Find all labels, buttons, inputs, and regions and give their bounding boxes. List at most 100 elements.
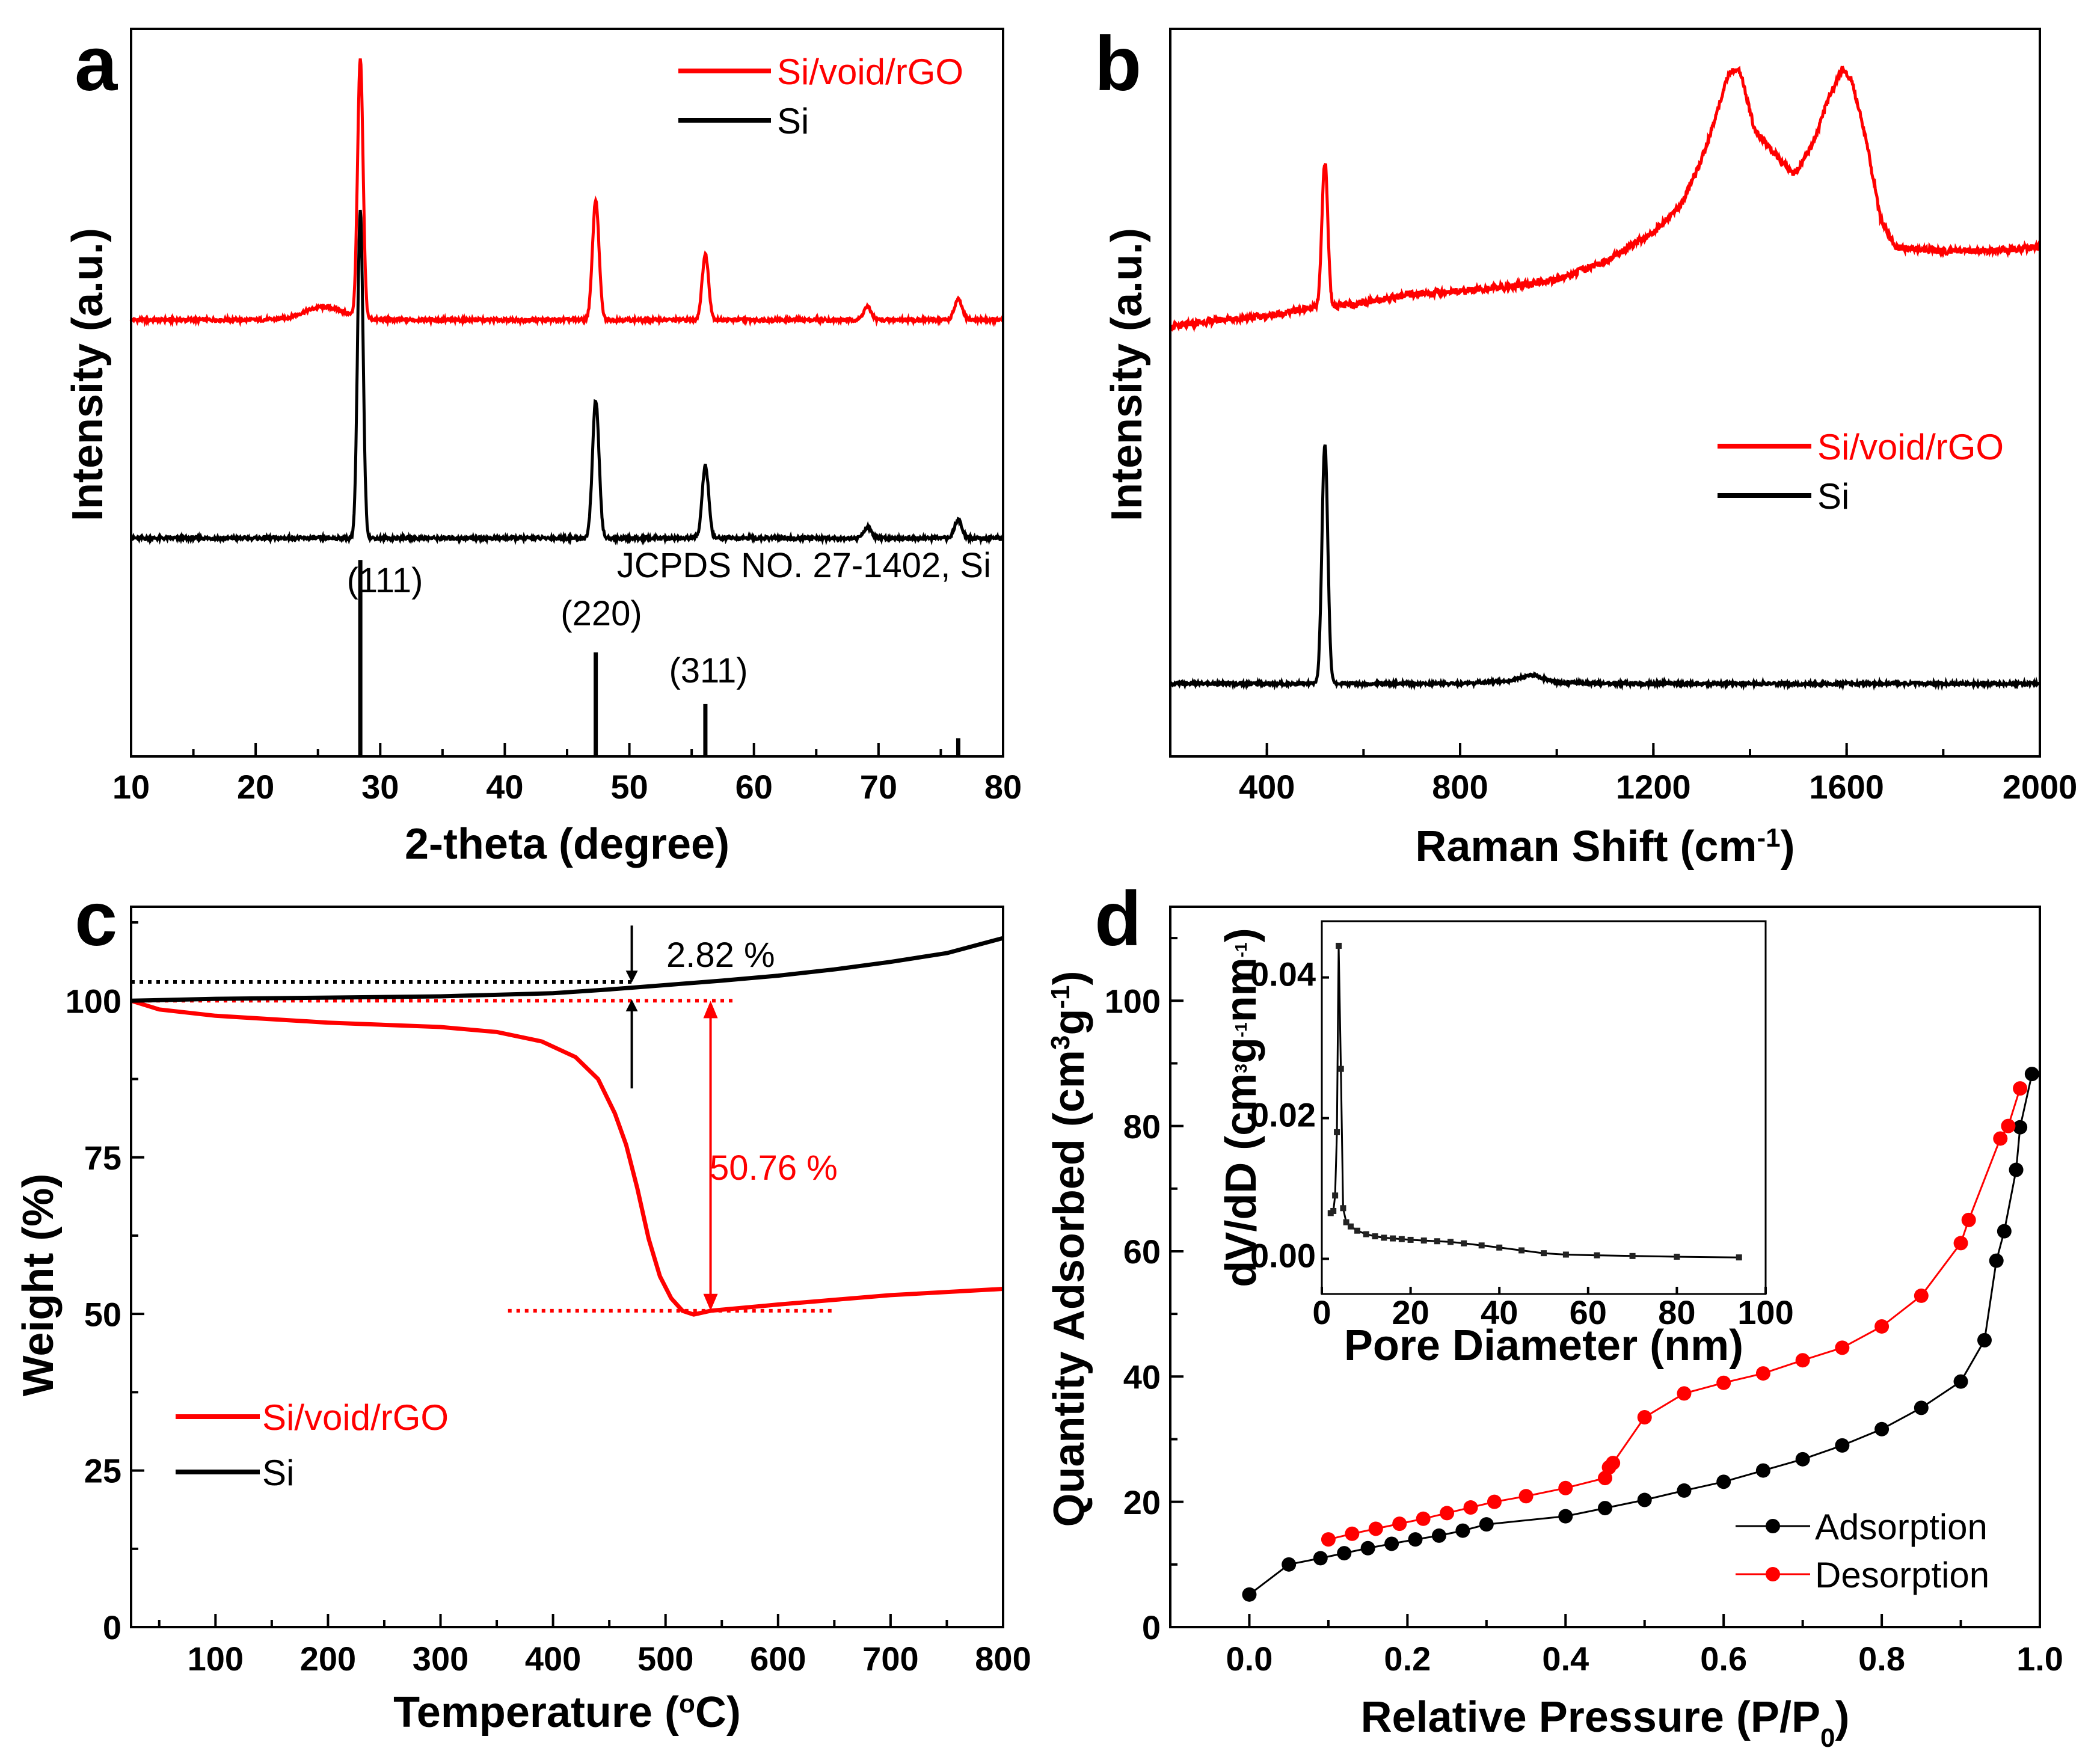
panel-a-xrd: (111) (220) (311) JCPDS NO. 27-1402, Si 10 20…: [64, 21, 1022, 868]
raman-curve-si-void-rgo: [1169, 66, 2041, 333]
panel-c-x-tick-label: 200: [300, 1640, 356, 1678]
panel-label-d: d: [1095, 876, 1141, 962]
panel-c-x-tick-label: 600: [750, 1640, 806, 1678]
y-label-main: Quantity Adsorbed (cm: [1045, 1050, 1093, 1527]
inset-point: [1496, 1244, 1503, 1251]
isotherm-point-adsorption: [1977, 1332, 1992, 1348]
inset-point: [1332, 1192, 1339, 1199]
isotherm-point-adsorption: [1313, 1551, 1328, 1566]
inset-point: [1518, 1247, 1525, 1254]
inset-point: [1363, 1231, 1369, 1237]
inset-x-tick-label: 20: [1392, 1293, 1429, 1331]
inset-x-tick-label: 60: [1570, 1293, 1607, 1331]
legend-label: Desorption: [1815, 1555, 1989, 1595]
panel-c-y-tick-label: 75: [84, 1139, 121, 1177]
panel-d-axes: [1169, 906, 2041, 1628]
x-label-end: C): [695, 1688, 741, 1737]
legend-marker: [1766, 1567, 1780, 1581]
panel-d-x-axis-label: Relative Pressure (P/P0): [1361, 1693, 1850, 1753]
isotherm-point-desorption: [1835, 1340, 1850, 1355]
isotherm-point-adsorption: [1337, 1546, 1352, 1561]
legend-label: Si: [777, 101, 809, 141]
panel-b-axes: [1169, 28, 2041, 758]
isotherm-point-desorption: [1755, 1366, 1770, 1381]
isotherm-point-adsorption: [1431, 1528, 1446, 1543]
inset-y-label-sup: -1: [1232, 1022, 1250, 1037]
inset-point: [1420, 1237, 1427, 1244]
panel-b-y-axis-label: Intensity (a.u.): [1103, 228, 1151, 521]
panel-d-y-tick-label: 40: [1123, 1358, 1161, 1396]
isotherm-point-desorption: [1914, 1288, 1929, 1303]
isotherm-point-desorption: [1487, 1494, 1502, 1509]
isotherm-point-adsorption: [1997, 1224, 2012, 1239]
isotherm-point-adsorption: [1455, 1523, 1470, 1538]
panel-a-axes: [130, 28, 1004, 758]
panel-a-x-tick-label: 20: [237, 768, 274, 806]
isotherm-point-adsorption: [1795, 1452, 1810, 1467]
isotherm-point-desorption: [1368, 1521, 1383, 1536]
panel-d-y-tick-label: 60: [1123, 1233, 1161, 1271]
inset-point: [1372, 1233, 1378, 1240]
double-arrow-head-bottom: [703, 1293, 718, 1311]
panel-c-y-tick-label: 50: [84, 1295, 121, 1333]
arrow-up-head: [625, 999, 638, 1011]
panel-a-x-tick-label: 50: [610, 768, 648, 806]
inset-point: [1340, 1205, 1346, 1212]
inset-point: [1337, 1065, 1344, 1072]
y-label-end: ): [1045, 971, 1093, 986]
x-label-main: Relative Pressure (P/P: [1361, 1693, 1820, 1741]
reference-card-label: JCPDS NO. 27-1402, Si: [617, 546, 991, 585]
inset-frame: [1321, 920, 1767, 1295]
inset-y-tick-label: 0.04: [1250, 955, 1316, 993]
reference-hkl-label: (220): [560, 594, 642, 633]
panel-d-y-axis-label: Quantity Adsorbed (cm3g-1): [1045, 971, 1093, 1527]
panel-c-y-tick-label: 0: [103, 1608, 121, 1646]
panel-c-axes: [130, 906, 1004, 1628]
xrd-curve-si: [130, 209, 1004, 546]
panel-c-y-tick-label: 25: [84, 1452, 121, 1490]
panel-d-x-tick-label: 0.8: [1858, 1640, 1905, 1678]
isotherm-point-adsorption: [1637, 1492, 1652, 1507]
isotherm-point-adsorption: [1242, 1587, 1257, 1602]
panel-c-x-tick-label: 100: [188, 1640, 244, 1678]
inset-y-label-mid: g: [1217, 1037, 1265, 1064]
isotherm-point-desorption: [1518, 1489, 1534, 1504]
isotherm-point-adsorption: [1384, 1536, 1399, 1551]
isotherm-point-adsorption: [2009, 1162, 2024, 1177]
inset-point: [1594, 1252, 1600, 1259]
panel-d-y-tick-label: 0: [1142, 1608, 1161, 1646]
isotherm-point-desorption: [1953, 1236, 1968, 1251]
isotherm-point-desorption: [1874, 1319, 1890, 1334]
inset-point: [1354, 1227, 1361, 1234]
isotherm-point-desorption: [1345, 1526, 1360, 1541]
isotherm-point-adsorption: [2013, 1120, 2028, 1135]
isotherm-point-adsorption: [1914, 1400, 1929, 1415]
isotherm-point-desorption: [1416, 1511, 1431, 1526]
inset-y-label-sup: -1: [1232, 942, 1250, 957]
inset-x-axis-label: Pore Diameter (nm): [1344, 1322, 1743, 1370]
isotherm-point-adsorption: [1282, 1557, 1297, 1572]
inset-y-label-end: ): [1217, 928, 1265, 942]
legend-label: Adsorption: [1815, 1507, 1988, 1547]
panel-a-x-tick-label: 40: [486, 768, 523, 806]
inset-y-tick-label: 0.00: [1250, 1237, 1316, 1275]
reference-hkl-label: (311): [669, 651, 748, 690]
legend-label: Si: [1817, 476, 1849, 517]
x-label-sup: -1: [1757, 823, 1780, 853]
legend-label: Si: [262, 1453, 294, 1493]
panel-a-x-tick-label: 10: [112, 768, 150, 806]
isotherm-point-desorption: [1716, 1375, 1731, 1390]
panel-d-x-tick-label: 0.0: [1226, 1640, 1273, 1678]
panel-a-x-tick-label: 70: [860, 768, 897, 806]
isotherm-point-desorption: [1795, 1353, 1810, 1368]
inset-point: [1461, 1240, 1467, 1246]
panel-c-x-tick-label: 400: [525, 1640, 581, 1678]
inset-x-tick-label: 40: [1481, 1293, 1518, 1331]
inset-y-label-sup: 3: [1232, 1064, 1250, 1073]
panel-c-y-tick-label: 100: [66, 982, 121, 1020]
panel-b-x-tick-label: 1200: [1616, 768, 1691, 806]
panel-d-y-tick-label: 100: [1105, 982, 1161, 1020]
panel-label-a: a: [75, 21, 118, 107]
annotation-mass-gain: 2.82 %: [666, 936, 775, 975]
